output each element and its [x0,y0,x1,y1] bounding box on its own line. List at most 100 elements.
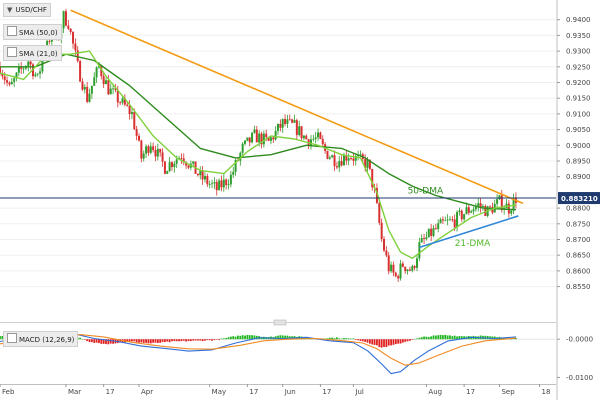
macd-tick-label: -0.0100 [566,374,593,382]
candle-body [286,119,289,124]
macd-line [0,331,516,375]
macd-histogram-bar [458,336,461,340]
candle-body [253,129,256,133]
sma21-line [0,50,517,259]
macd-histogram-bar [98,339,100,344]
candle-body [340,161,343,166]
macd-histogram-bar [192,339,195,341]
candle-body [265,133,268,138]
x-tick-label: Mar [68,388,81,396]
macd-histogram-bar [244,335,246,340]
candle-body [427,228,430,238]
macd-histogram-bar [204,339,206,341]
candle-body [397,276,400,279]
candle-body [105,80,108,85]
candle-body [288,119,291,121]
macd-histogram-bar [107,339,110,345]
macd-histogram-bar [503,337,506,340]
candle-body [274,130,277,140]
macd-tick-label: -0.0000 [566,336,593,344]
macd-histogram-bar [128,339,131,342]
candle-body [213,182,216,184]
macd-histogram-bar [83,339,86,340]
macd-histogram-bar [152,339,155,343]
candle-body [170,162,173,168]
candle-body [444,220,447,222]
candle-body [119,102,122,104]
macd-histogram-bar [131,339,133,342]
macd-histogram-bar [234,336,237,340]
macd-histogram-bar [180,339,183,342]
candle-body [142,153,145,159]
macd-histogram-bar [133,339,136,342]
macd-histogram-bar [189,339,192,342]
candle-body [312,138,315,140]
candle-body [147,146,150,153]
macd-histogram-bar [453,335,456,340]
candle-body [420,238,423,243]
candle-body [196,173,199,176]
candle-body [479,203,482,208]
candle-body [359,154,362,156]
candle-body [269,137,272,141]
legend-macd[interactable]: MACD (12,26,9) [3,331,79,347]
macd-histogram-bar [93,339,96,343]
candle-body [319,132,322,139]
candle-body [180,157,183,159]
x-tick-label: 17 [322,388,331,396]
candle-body [222,179,225,188]
candle-body [34,74,37,77]
candle-body [350,158,353,160]
candle-body [411,266,414,271]
macd-histogram-bar [159,339,162,343]
macd-histogram-bar [149,339,152,344]
macd-histogram-bar [227,337,230,340]
x-tick-label: 17 [249,388,258,396]
macd-histogram-bar [79,337,82,340]
macd-histogram-bar [109,339,112,344]
candle-body [408,269,411,271]
candle-body [185,162,188,166]
candle-body [333,155,336,167]
candle-body [481,206,484,208]
candle-body [239,152,242,161]
candle-body [255,129,258,143]
candle-body [220,180,223,188]
macd-histogram-bar [335,337,338,340]
price-tick-label: 0.9050 [566,126,591,134]
legend-sma21[interactable]: SMA (21,0) [3,45,62,61]
price-tick-label: 0.9100 [566,110,591,118]
sma21-label: SMA (21,0) [19,50,58,58]
candle-body [208,183,211,185]
macd-histogram-bar [411,339,414,340]
candle-body [135,129,138,136]
macd-histogram-bar [392,339,395,345]
x-tick-label: Apr [141,388,153,396]
macd-histogram-bar [253,335,256,340]
legend-symbol[interactable]: ▼ USD/CHF [3,3,51,17]
candle-body [232,171,235,175]
candle-body [64,11,67,26]
macd-histogram-bar [434,335,437,340]
candle-body [168,162,171,172]
price-tick-label: 0.8800 [566,205,591,213]
price-tick-label: 0.8550 [566,283,591,291]
candle-body [335,166,338,168]
candle-body [366,159,369,168]
candle-body [1,73,4,77]
candle-body [448,219,451,221]
macd-histogram-bar [439,334,442,340]
macd-histogram-bar [420,337,423,340]
price-tick-label: 0.8950 [566,158,591,166]
candle-body [138,135,140,141]
macd-histogram-bar [380,339,383,348]
candle-body [430,228,433,236]
macd-histogram-bar [446,335,449,340]
macd-histogram-bar [352,338,355,340]
legend-sma50[interactable]: SMA (50,0) [3,24,62,40]
macd-histogram-bar [161,339,164,342]
macd-histogram-bar [156,339,159,343]
candle-body [107,80,110,95]
candle-body [456,212,459,228]
macd-histogram-bar [248,335,251,340]
